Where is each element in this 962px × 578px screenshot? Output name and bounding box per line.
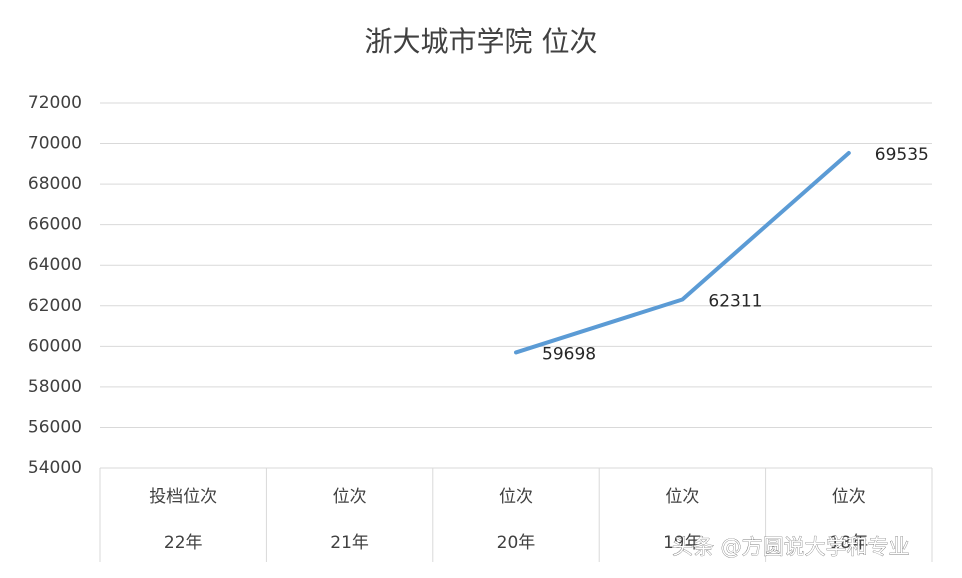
y-tick-label: 56000 <box>28 417 82 437</box>
chart-title: 浙大城市学院 位次 <box>365 25 598 58</box>
y-tick-label: 66000 <box>28 215 82 235</box>
data-label: 62311 <box>708 291 762 311</box>
x-tick-label: 位次 <box>333 487 367 507</box>
data-label: 59698 <box>542 344 596 364</box>
y-tick-label: 64000 <box>28 255 82 275</box>
x-tick-label: 投档位次 <box>149 487 217 507</box>
data-line <box>514 150 851 355</box>
data-label: 69535 <box>875 145 929 165</box>
x-tick-label: 22年 <box>164 533 203 553</box>
y-tick-label: 54000 <box>28 458 82 478</box>
x-tick-label: 位次 <box>832 487 866 507</box>
y-tick-label: 70000 <box>28 134 82 154</box>
y-tick-label: 58000 <box>28 377 82 397</box>
y-tick-label: 60000 <box>28 336 82 356</box>
x-tick-label: 位次 <box>665 487 699 507</box>
y-tick-label: 62000 <box>28 296 82 316</box>
y-tick-label: 68000 <box>28 174 82 194</box>
watermark: 头条 @方圆说大学和专业 <box>672 535 910 559</box>
x-tick-label: 19年 <box>663 533 702 553</box>
x-tick-label: 位次 <box>499 487 533 507</box>
x-tick-label: 18年 <box>829 533 868 553</box>
x-tick-label: 20年 <box>497 533 536 553</box>
y-tick-label: 72000 <box>28 93 82 113</box>
x-tick-label: 21年 <box>330 533 369 553</box>
